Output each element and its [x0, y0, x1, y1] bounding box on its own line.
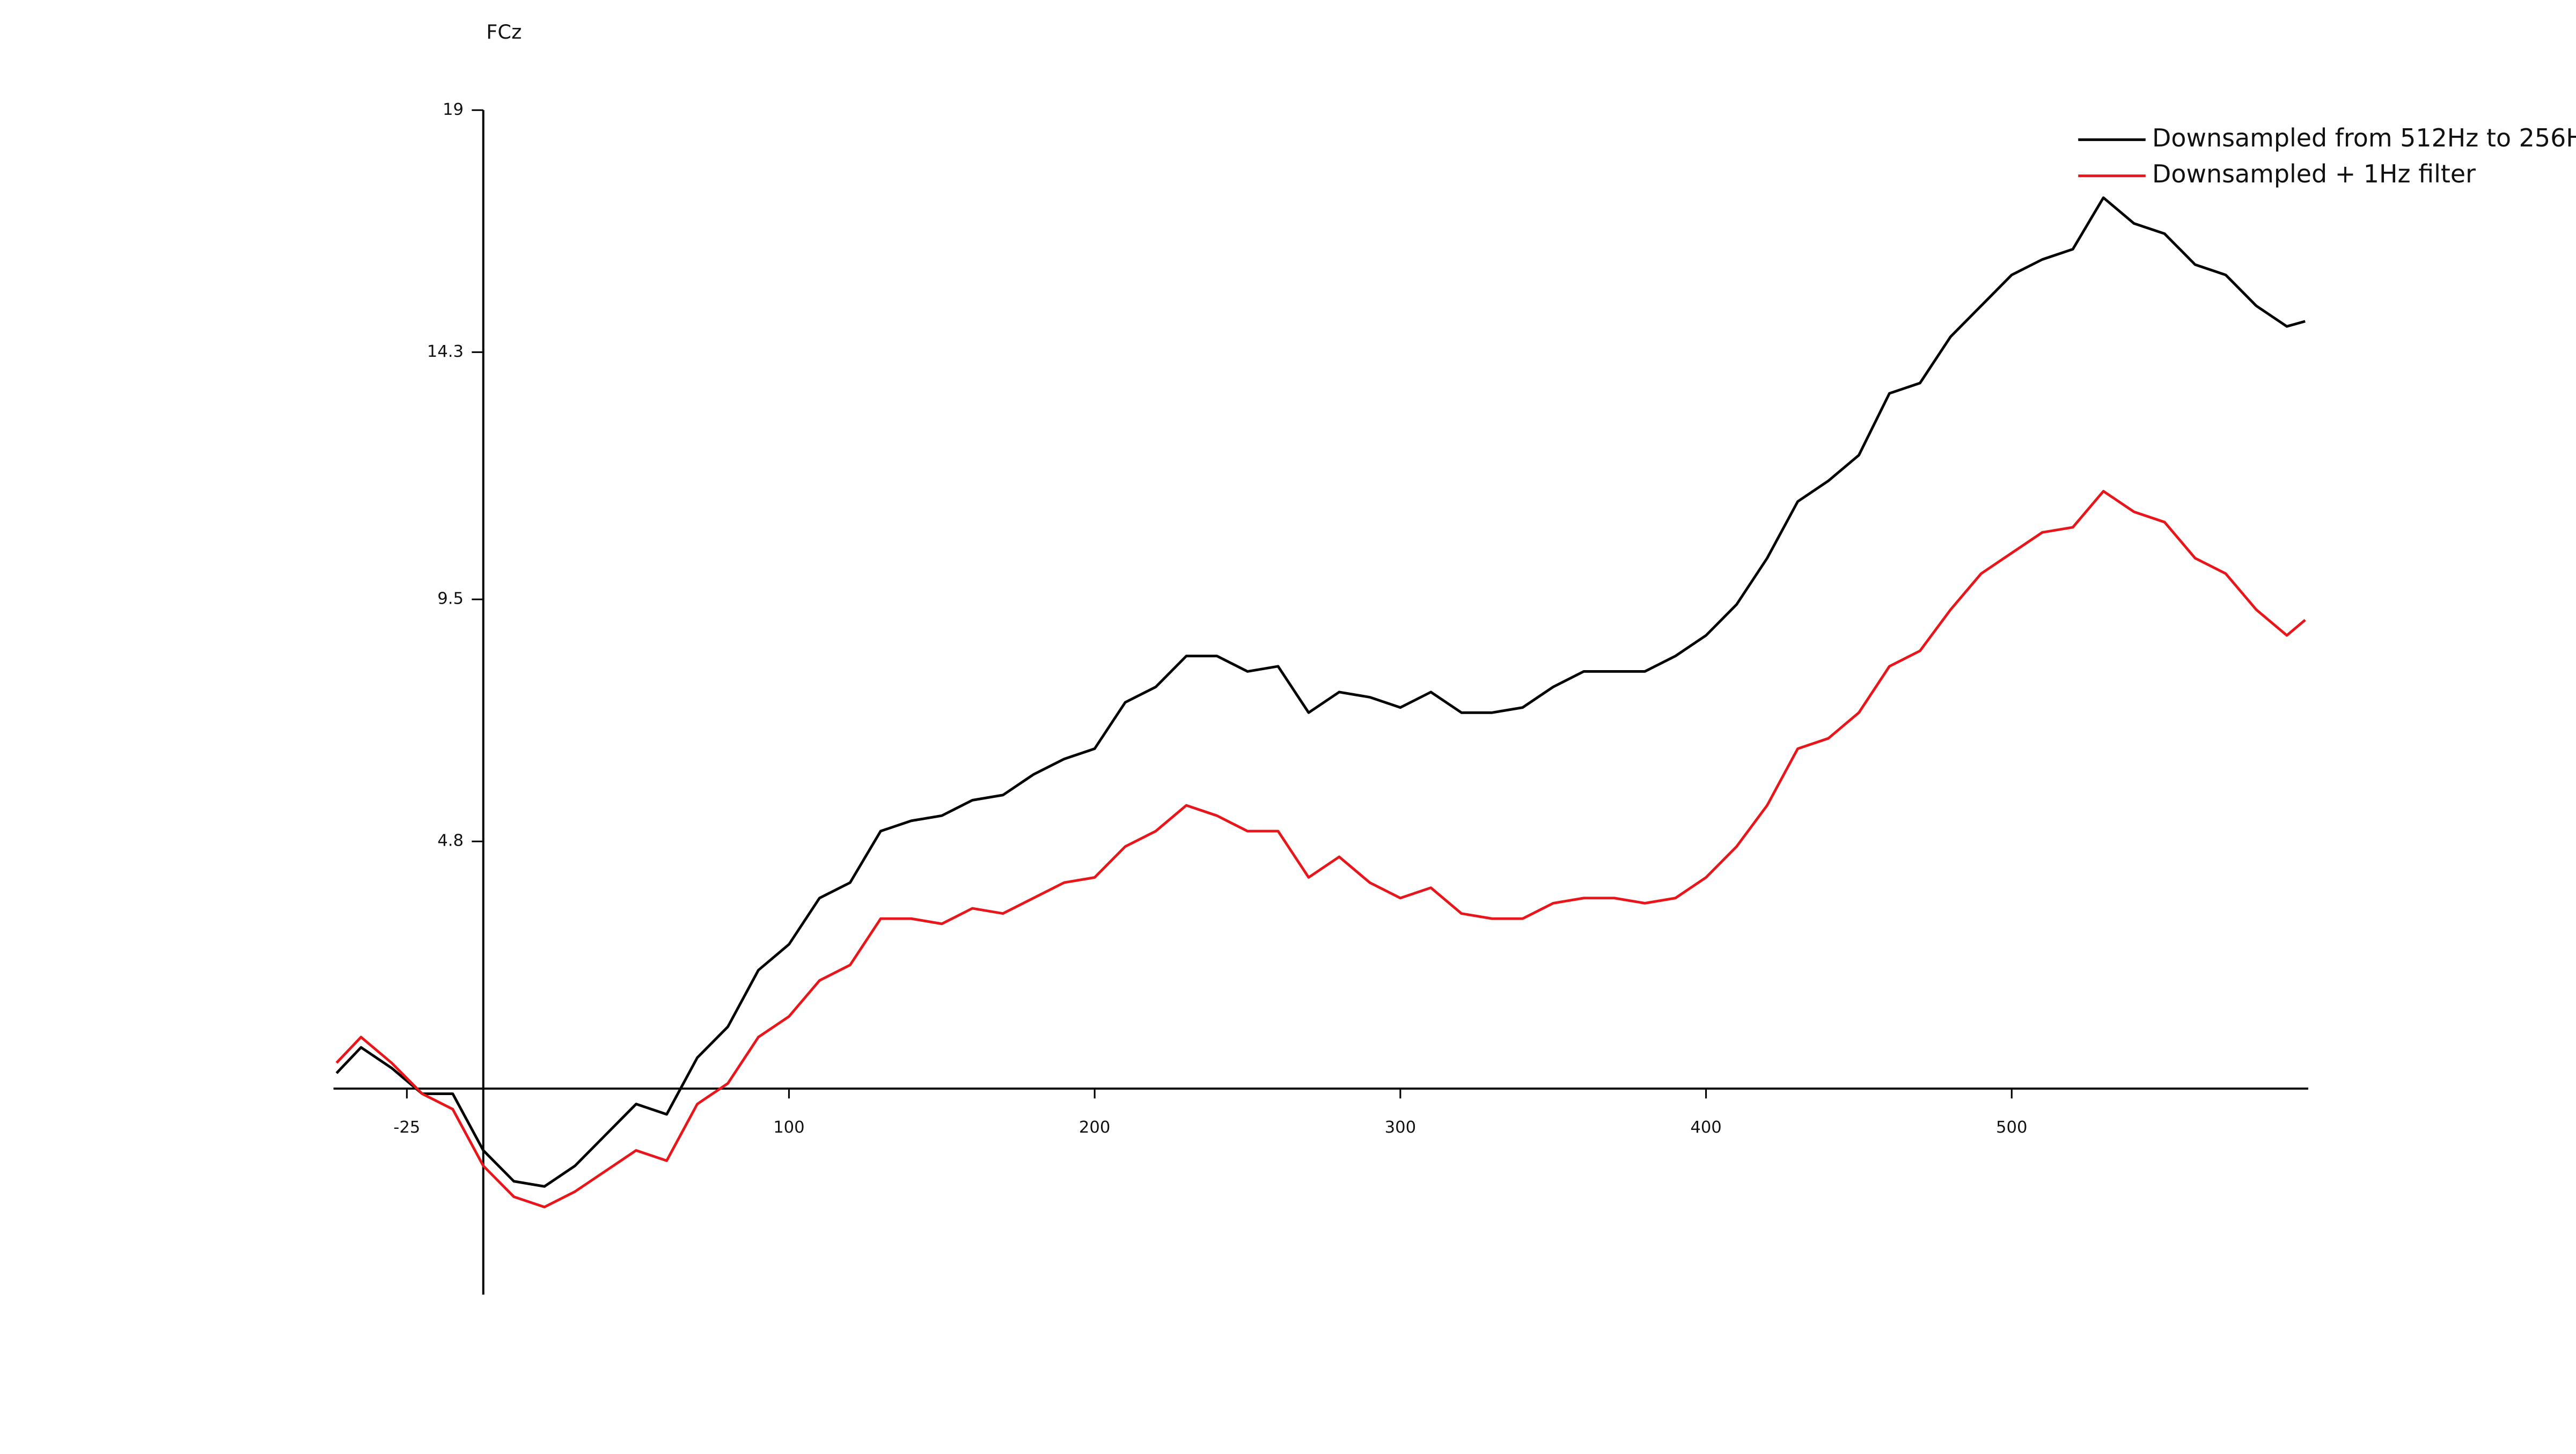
x-tick-label: 200 [1079, 1118, 1110, 1137]
series-line [335, 196, 2306, 1188]
legend-label: Downsampled + 1Hz filter [2152, 159, 2476, 188]
y-tick-label: 19 [443, 100, 464, 119]
series-line [335, 490, 2306, 1209]
chart-title: FCz [486, 20, 522, 43]
x-tick-label: 500 [1996, 1118, 2027, 1137]
y-tick-label: 9.5 [437, 590, 464, 608]
y-tick-label: 4.8 [437, 832, 464, 850]
legend-label: Downsampled from 512Hz to 256Hz [2152, 123, 2576, 152]
x-tick-label: 400 [1690, 1118, 1721, 1137]
x-tick-label: 100 [773, 1118, 804, 1137]
x-tick-label: 300 [1385, 1118, 1416, 1137]
y-tick-label: 14.3 [427, 342, 464, 361]
x-tick-label: -25 [393, 1118, 420, 1137]
